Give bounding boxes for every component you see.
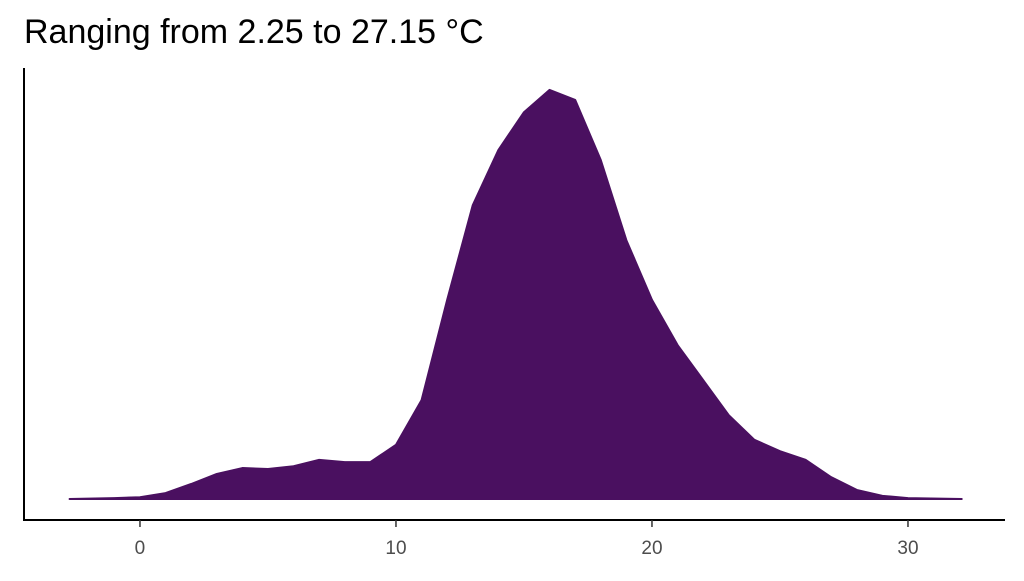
chart-title: Ranging from 2.25 to 27.15 °C bbox=[24, 13, 484, 51]
x-tick-label: 0 bbox=[135, 538, 146, 559]
x-tick-label: 20 bbox=[641, 538, 662, 559]
x-tick-label: 30 bbox=[897, 538, 918, 559]
x-tick-label: 10 bbox=[385, 538, 406, 559]
density-area bbox=[68, 88, 963, 501]
